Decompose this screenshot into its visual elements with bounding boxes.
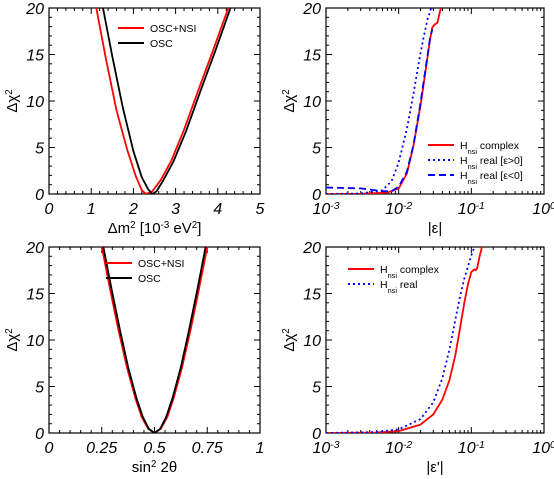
legend-entry: Hnsi real — [380, 279, 417, 295]
x-tick-label: 10-2 — [385, 201, 412, 219]
x-tick-label: 5 — [256, 201, 265, 218]
legend-entry: Hnsi real [ε<0] — [460, 170, 523, 186]
y-tick-label: 5 — [35, 380, 44, 397]
y-tick-label: 5 — [312, 141, 321, 158]
y-tick-label: 15 — [303, 287, 321, 304]
y-tick-label: 5 — [312, 380, 321, 397]
y-tick-label: 0 — [312, 187, 321, 204]
y-axis-label: Δχ2 — [281, 328, 299, 351]
legend-entry: Hnsi complex — [460, 140, 520, 156]
x-tick-label: 0.75 — [192, 440, 223, 457]
legend-entry: OSC+NSI — [150, 23, 196, 35]
series-line — [326, 8, 433, 194]
y-tick-label: 0 — [35, 187, 44, 204]
y-tick-label: 20 — [302, 1, 321, 18]
legend-entry: OSC — [138, 273, 161, 285]
y-tick-label: 20 — [302, 240, 321, 257]
y-axis-label: Δχ2 — [4, 328, 22, 351]
x-tick-label: 2 — [128, 201, 138, 218]
y-tick-label: 20 — [25, 240, 44, 257]
chart-panel-3: 0 5 10 15 20 0 0.25 0.5 0.75 1 sin2 2θ Δχ2 OSC+NSI OS… — [4, 240, 265, 476]
legend-entry: Hnsi real [ε>0] — [460, 155, 523, 171]
y-tick-label: 10 — [26, 94, 44, 111]
y-tick-label: 10 — [26, 333, 44, 350]
legend-entry: Hnsi complex — [380, 264, 440, 280]
x-tick-label: 10-3 — [312, 440, 339, 458]
y-tick-label: 0 — [312, 426, 321, 443]
x-axis-label: |ε'| — [426, 459, 443, 476]
legend-entry: OSC+NSI — [138, 258, 184, 270]
y-tick-label: 15 — [303, 48, 321, 65]
plot-frame — [48, 7, 261, 195]
y-tick-label: 20 — [25, 1, 44, 18]
x-tick-label: 10-2 — [385, 440, 412, 458]
legend-entry: OSC — [150, 38, 173, 50]
x-axis-label: Δm2 [10-3 eV2] — [108, 220, 202, 238]
chart-panel-2: 0 5 10 15 20 10-3 10-2 10-1 100 |ε| Δχ2 Hnsi comple… — [281, 1, 554, 237]
x-tick-label: 100 — [532, 440, 554, 458]
series-line — [326, 8, 442, 194]
x-tick-label: 1 — [256, 440, 265, 457]
y-tick-label: 10 — [303, 333, 321, 350]
x-tick-label: 10-1 — [458, 201, 485, 219]
x-tick-label: 100 — [532, 201, 554, 219]
series-line — [102, 247, 207, 433]
x-tick-label: 3 — [171, 201, 180, 218]
y-axis-label: Δχ2 — [4, 89, 22, 112]
y-tick-label: 15 — [26, 287, 44, 304]
x-axis-label: sin2 2θ — [132, 459, 177, 477]
x-tick-label: 0 — [45, 440, 54, 457]
x-tick-label: 0 — [45, 201, 54, 218]
series-line — [95, 8, 230, 194]
x-tick-label: 10-1 — [458, 440, 485, 458]
series-line — [326, 247, 483, 433]
chart-panel-1: 0 5 10 15 20 0 1 2 3 4 5 Δm2 [10-3 eV2] Δχ2 OSC+NSI OS… — [4, 1, 265, 237]
chart-panel-4: 0 5 10 15 20 10-3 10-2 10-1 100 |ε'| Δχ2 Hnsi compl… — [281, 240, 554, 476]
x-tick-label: 0.5 — [143, 440, 165, 457]
x-tick-label: 1 — [87, 201, 96, 218]
y-tick-label: 5 — [35, 141, 44, 158]
series-line — [102, 8, 232, 194]
y-axis-label: Δχ2 — [281, 89, 299, 112]
series-line — [100, 247, 209, 433]
x-tick-label: 4 — [213, 201, 222, 218]
series-line — [326, 29, 434, 193]
x-tick-label: 10-3 — [312, 201, 339, 219]
y-tick-label: 10 — [303, 94, 321, 111]
y-tick-label: 0 — [35, 426, 44, 443]
y-tick-label: 15 — [26, 48, 44, 65]
x-axis-label: |ε| — [428, 220, 442, 237]
x-tick-label: 0.25 — [86, 440, 117, 457]
